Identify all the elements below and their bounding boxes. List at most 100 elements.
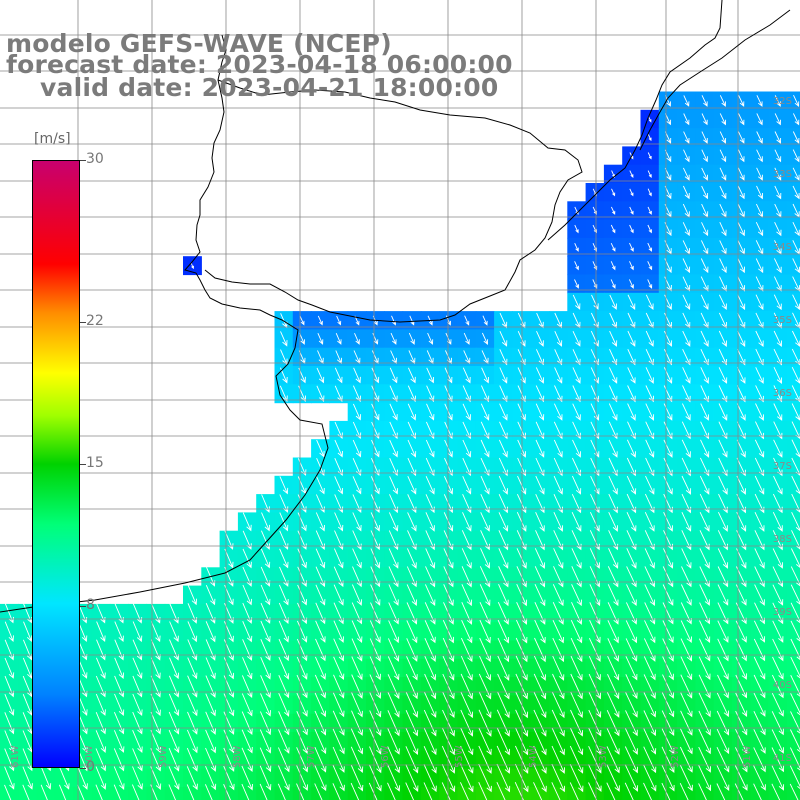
wind-arrow	[461, 602, 473, 625]
wind-arrow	[296, 674, 308, 699]
wind-arrow	[792, 131, 800, 144]
wind-arrow	[533, 673, 547, 700]
wind-arrow	[478, 691, 492, 719]
colorbar-tick-label: 22	[86, 313, 104, 330]
wind-arrow	[717, 638, 729, 662]
colorbar-tick-mark	[80, 464, 86, 465]
wind-arrow	[717, 566, 729, 588]
wind-arrow	[497, 673, 510, 700]
wind-arrow	[369, 710, 382, 737]
wind-arrow	[755, 276, 764, 292]
wind-arrow	[661, 746, 675, 774]
wind-arrow	[644, 620, 656, 644]
wind-arrow	[791, 475, 800, 495]
wind-arrow	[570, 673, 583, 700]
wind-arrow	[571, 475, 582, 495]
wind-arrow	[259, 765, 272, 791]
wind-arrow	[372, 333, 379, 345]
wind-arrow	[700, 403, 709, 421]
wind-arrow	[647, 261, 653, 271]
wind-arrow	[738, 113, 745, 126]
wind-arrow	[698, 638, 711, 662]
wind-arrow	[643, 710, 657, 737]
wind-arrow	[370, 512, 380, 532]
wind-speed-cell	[786, 384, 800, 404]
coast-brazil	[547, 0, 723, 241]
wind-arrow	[643, 692, 656, 718]
latitude-label: 33S	[773, 169, 792, 180]
wind-arrow	[643, 656, 656, 681]
wind-arrow	[132, 730, 143, 754]
wind-arrow	[791, 403, 800, 421]
wind-arrow	[460, 673, 473, 700]
wind-arrow	[535, 385, 545, 403]
wind-arrow	[553, 566, 564, 588]
wind-arrow	[607, 602, 619, 625]
wind-arrow	[773, 330, 782, 348]
wind-arrow	[535, 349, 544, 366]
wind-arrow	[205, 675, 216, 698]
wind-arrow	[553, 403, 563, 421]
wind-arrow	[277, 747, 290, 773]
wind-arrow	[498, 566, 509, 588]
wind-arrow	[132, 657, 143, 680]
wind-arrow	[662, 602, 674, 625]
wind-arrow	[754, 439, 765, 458]
wind-arrow	[260, 639, 271, 662]
wind-speed-cell	[786, 512, 800, 532]
longitude-label: 61W	[10, 745, 21, 768]
wind-arrow	[644, 566, 655, 588]
wind-arrow	[478, 782, 488, 800]
wind-arrow	[22, 657, 33, 679]
wind-arrow	[241, 765, 253, 791]
wind-arrow	[647, 188, 652, 197]
wind-arrow	[792, 185, 800, 200]
wind-arrow	[571, 548, 582, 569]
wind-arrow	[352, 512, 362, 532]
wind-arrow	[661, 728, 675, 755]
wind-arrow	[407, 367, 416, 384]
wind-speed-cell	[439, 786, 459, 800]
wind-speed-cell	[549, 786, 568, 800]
wind-speed-cell	[292, 786, 312, 800]
wind-arrow	[187, 639, 198, 661]
wind-arrow	[719, 113, 727, 126]
wind-arrow	[624, 746, 638, 774]
wind-arrow	[737, 312, 746, 329]
wind-arrow	[719, 185, 727, 200]
wind-arrow	[643, 764, 657, 792]
wind-arrow	[426, 367, 435, 384]
wind-arrow	[734, 783, 744, 800]
wind-arrow	[242, 639, 253, 661]
wind-arrow	[406, 638, 418, 662]
wind-arrow	[791, 439, 800, 458]
wind-arrow	[463, 332, 470, 345]
wind-arrow	[569, 727, 584, 756]
wind-arrow	[499, 385, 508, 403]
wind-arrow	[551, 691, 565, 719]
wind-arrow	[627, 367, 636, 384]
wind-arrow	[113, 730, 125, 753]
wind-arrow	[643, 638, 656, 662]
wind-arrow	[4, 784, 12, 800]
wind-arrow	[719, 149, 727, 163]
wind-arrow	[698, 728, 711, 755]
wind-arrow	[424, 638, 436, 663]
wind-arrow	[277, 765, 290, 791]
wind-arrow	[389, 439, 398, 458]
wind-arrow	[790, 584, 800, 605]
wind-speed-cell	[567, 786, 587, 800]
latitude-label: 40S	[773, 680, 792, 691]
wind-arrow	[629, 242, 634, 252]
wind-arrow	[643, 746, 657, 774]
wind-arrow	[333, 638, 345, 662]
wind-speed-cell	[91, 786, 111, 800]
wind-arrow	[588, 727, 602, 756]
wind-arrow	[351, 602, 363, 625]
wind-arrow	[700, 439, 710, 458]
wind-speed-cell	[786, 420, 800, 440]
wind-arrow	[736, 403, 746, 421]
wind-arrow	[645, 403, 655, 421]
